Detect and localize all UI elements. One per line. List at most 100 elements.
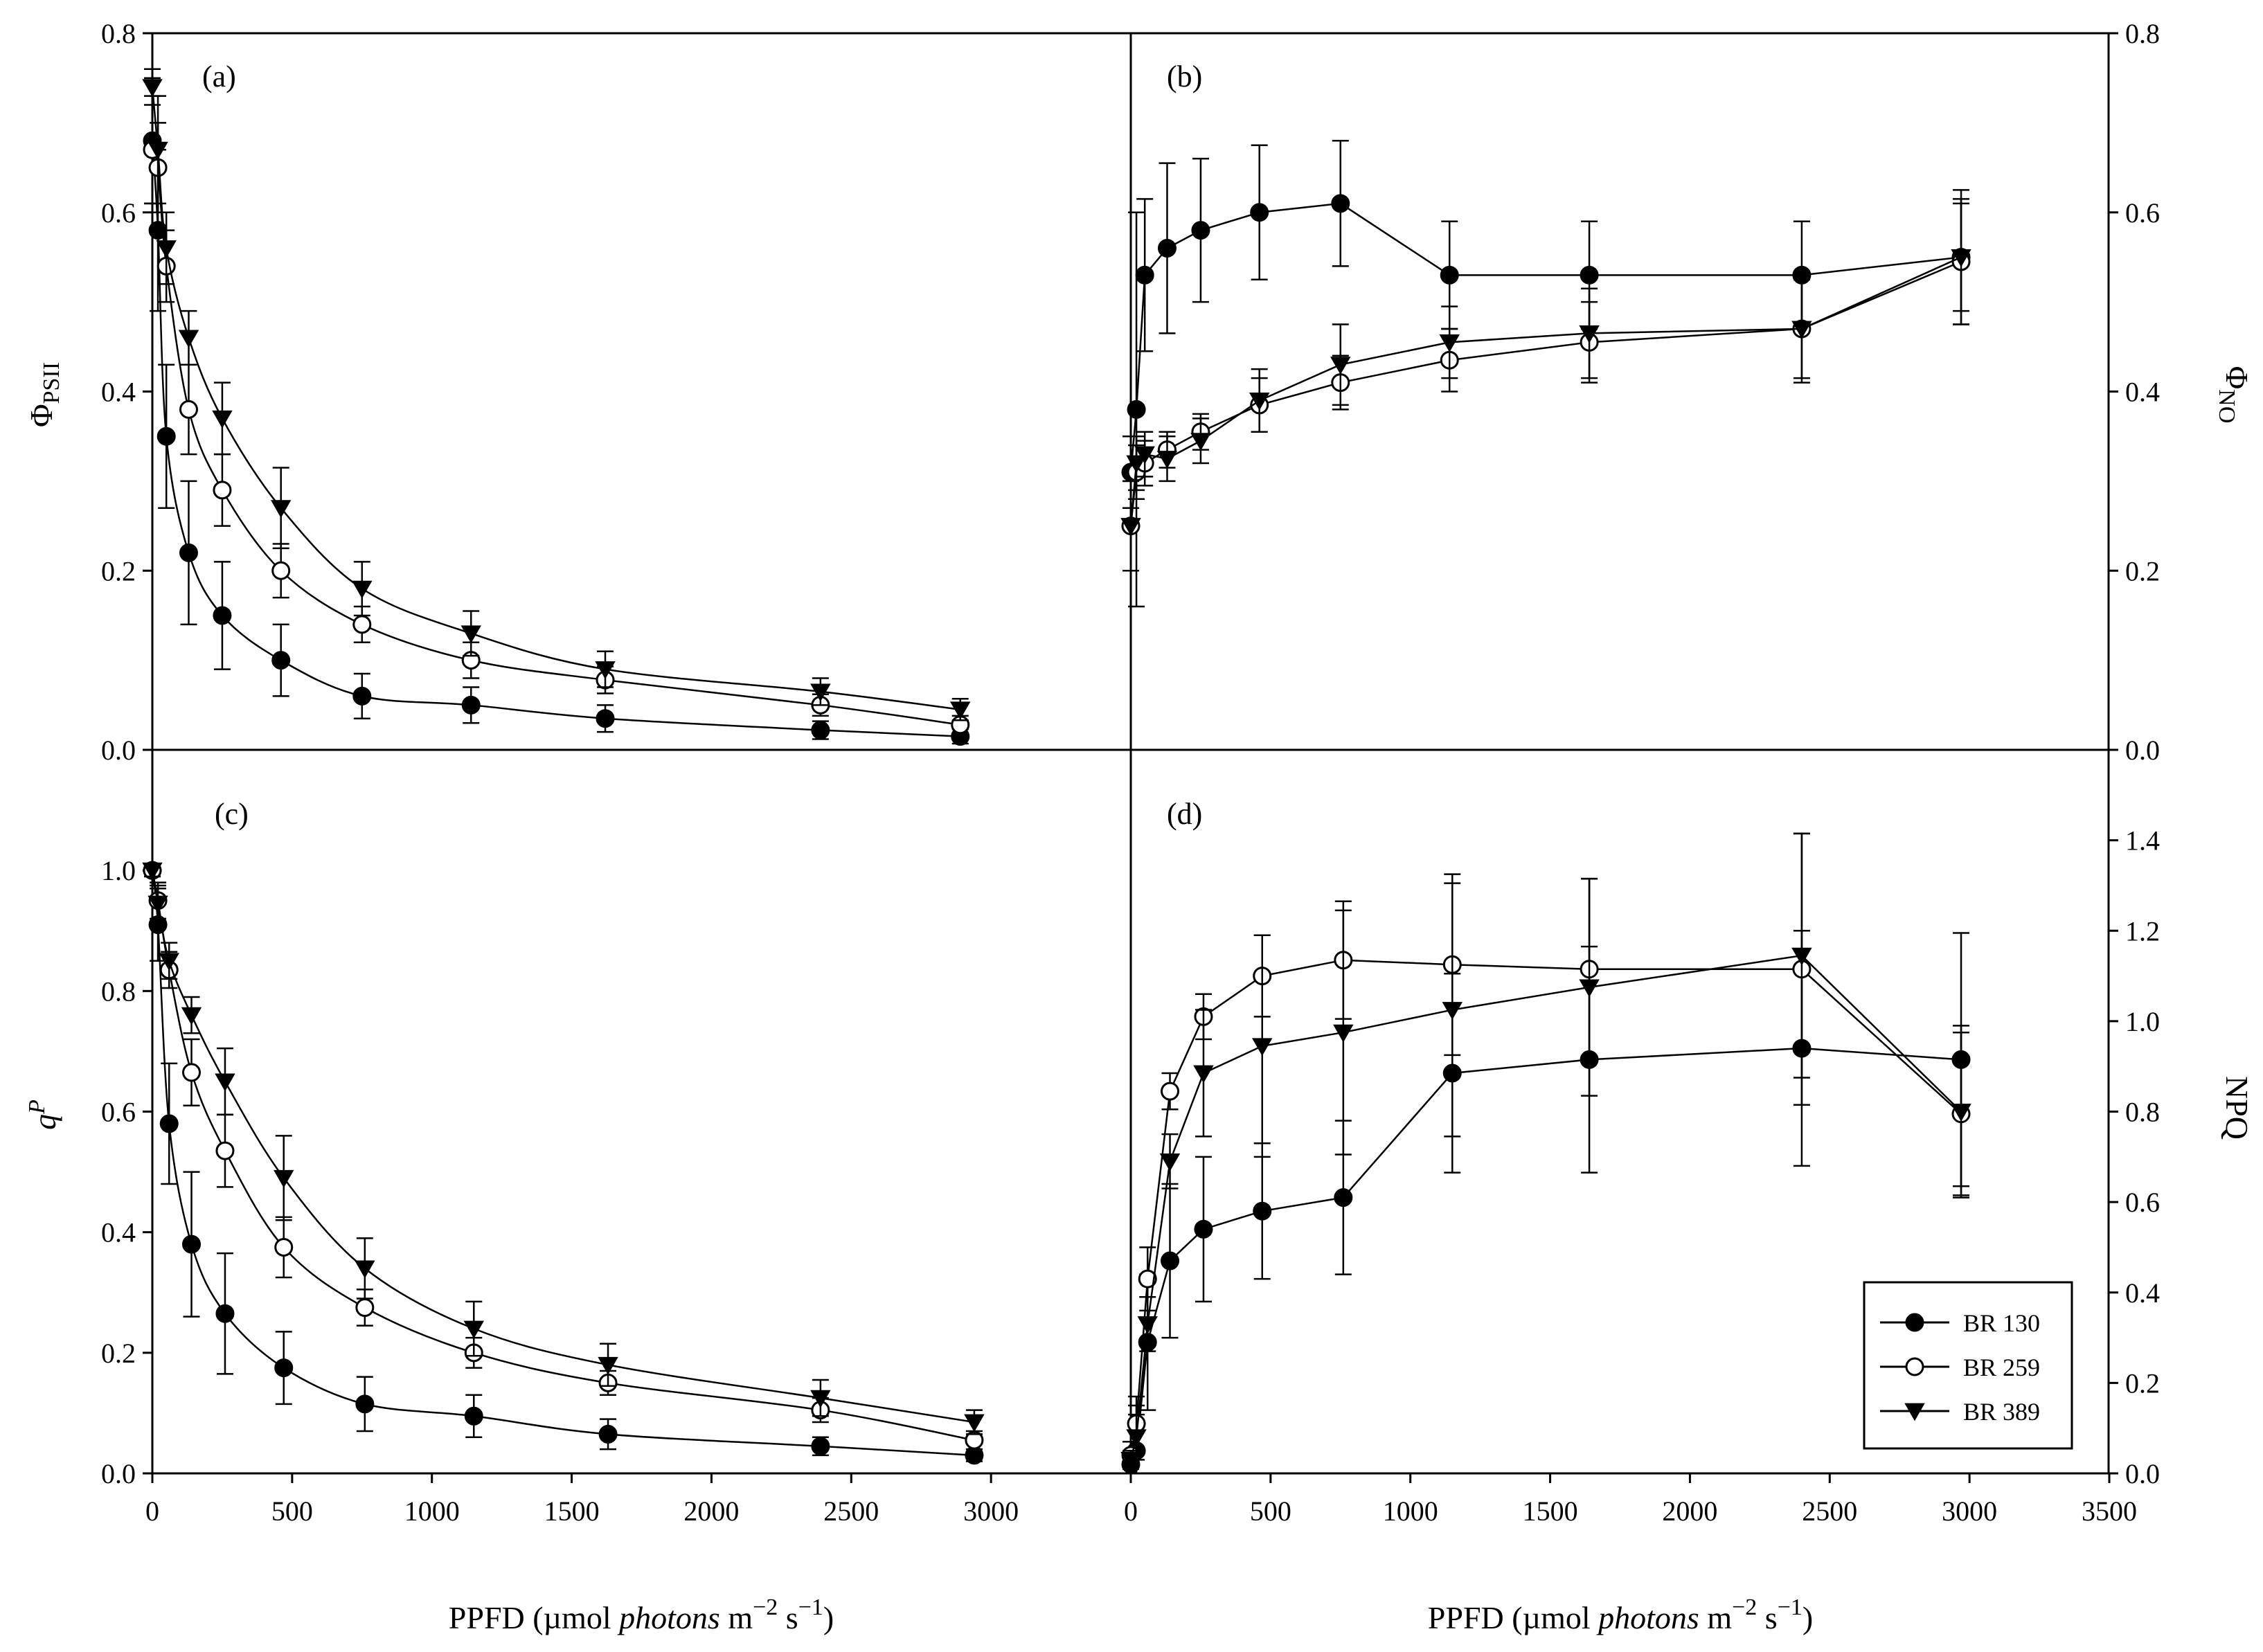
data-point-2-2-9 [810,1390,831,1408]
plot-layer [142,68,1971,1475]
data-point-3-2-9 [1791,947,1812,966]
data-point-0-0-3 [179,543,198,562]
series-1-1 [1121,198,1971,572]
series-0-0 [143,77,970,746]
data-point-2-2-4 [215,1073,235,1092]
data-point-3-2-5 [1252,1038,1273,1057]
data-point-2-1-5 [274,1237,294,1257]
data-point-2-0-9 [811,1437,830,1456]
data-point-2-1-3 [182,1063,202,1082]
data-point-0-0-2 [156,427,176,446]
x-tick-label-3-6: 3000 [1942,1496,1997,1527]
panel-label-a: (a) [202,60,236,93]
y-tick-label-3-6: 1.2 [2125,915,2160,946]
panel-frame-left [151,32,1132,1475]
series-3-1 [1121,832,1971,1470]
x-tick-label-2-0: 0 [145,1496,159,1527]
x-tick-label-3-2: 1000 [1383,1496,1438,1527]
data-point-2-2-10 [964,1414,985,1433]
series-line-2-2 [151,870,975,1424]
data-point-2-2-3 [181,1007,202,1025]
series-1-2 [1120,202,1971,572]
data-point-3-2-8 [1579,979,1600,998]
data-point-1-0-5 [1250,203,1269,222]
data-point-2-2-0 [142,862,163,881]
x-tick-label-2-3: 1500 [544,1496,600,1527]
data-point-2-0-3 [182,1234,202,1254]
data-point-1-2-4 [1190,433,1211,451]
y-tick-label-2-2: 0.4 [101,1217,136,1248]
data-point-2-0-4 [215,1304,235,1323]
legend-label-2: BR 389 [1963,1398,2040,1426]
y-tick-label-3-0: 0.0 [2125,1458,2160,1489]
data-point-1-2-3 [1156,451,1178,469]
data-point-0-0-8 [596,709,615,728]
data-point-0-2-6 [352,580,373,599]
panel-label-b: (b) [1167,60,1202,93]
data-point-3-1-3 [1161,1081,1180,1101]
series-0-1 [143,95,970,735]
data-point-3-2-6 [1333,1024,1354,1043]
data-point-1-2-1 [1126,455,1147,474]
data-point-0-1-4 [213,481,232,500]
y-axis-title-c: qP [24,1099,62,1130]
x-tick-label-2-1: 500 [271,1496,313,1527]
data-point-3-1-2 [1138,1269,1157,1289]
data-point-1-2-5 [1249,393,1270,411]
x-tick-label-2-6: 3000 [963,1496,1019,1527]
data-point-0-2-1 [147,141,168,160]
x-tick-label-3-5: 2500 [1802,1496,1857,1527]
y-tick-label-2-3: 0.6 [101,1097,136,1128]
y-tick-label-2-4: 0.8 [101,976,136,1007]
y-tick-label-2-0: 0.0 [101,1458,136,1489]
legend-marker-0 [1905,1313,1924,1332]
panel-frame-right [1129,32,2110,1475]
series-line-0-1 [151,149,960,726]
x-tick-label-3-7: 3500 [2082,1496,2137,1527]
y-tick-label-3-3: 0.6 [2125,1187,2160,1218]
y-tick-label-1-3: 0.6 [2125,197,2160,228]
legend-marker-1 [1905,1357,1924,1376]
data-point-2-2-7 [463,1320,484,1339]
legend-label-0: BR 130 [1963,1309,2040,1337]
data-point-1-2-10 [1951,249,1971,267]
y-tick-label-3-5: 1.0 [2125,1006,2160,1037]
data-point-2-2-2 [159,953,179,971]
y-axis-title-d: NPQ [2219,1076,2255,1140]
x-tick-label-3-4: 2000 [1662,1496,1717,1527]
data-point-3-2-4 [1193,1065,1214,1084]
x-axis-title-left: PPFD (µmol photons m−2 s−1) [449,1595,834,1635]
x-tick-label-2-5: 2500 [823,1496,879,1527]
data-point-1-2-9 [1791,321,1812,339]
data-point-0-1-5 [271,561,291,580]
data-point-3-2-10 [1951,1104,1971,1122]
legend-box [1863,1281,2073,1450]
y-tick-label-2-1: 0.2 [101,1338,136,1369]
data-point-2-0-6 [355,1394,375,1414]
data-point-2-0-2 [159,1114,179,1133]
y-tick-label-0-0: 0.0 [101,735,136,766]
data-point-1-2-8 [1579,325,1600,343]
data-point-0-2-5 [270,500,292,519]
series-0-2 [142,68,971,721]
legend-label-1: BR 259 [1963,1354,2040,1381]
data-point-2-2-6 [355,1260,375,1279]
data-point-0-0-7 [461,695,481,715]
data-point-2-1-4 [215,1141,235,1160]
data-point-0-2-4 [212,410,233,429]
data-point-1-2-0 [1120,518,1141,536]
data-point-0-2-8 [595,661,616,679]
x-axis-title-right: PPFD (µmol photons m−2 s−1) [1428,1595,1813,1635]
data-point-1-0-4 [1191,221,1210,240]
data-point-3-2-7 [1442,1002,1463,1020]
data-point-3-2-1 [1126,1429,1147,1448]
data-point-1-2-2 [1134,446,1155,465]
y-tick-label-1-4: 0.8 [2125,18,2160,49]
y-tick-label-0-4: 0.8 [101,18,136,49]
data-point-0-2-9 [810,683,831,702]
y-tick-label-1-2: 0.4 [2125,377,2160,408]
data-point-0-2-0 [142,79,163,97]
data-point-1-0-7 [1440,265,1459,285]
ticks-layer: 0.0 0.2 0.4 0.6 0.8 0.0 0.2 0.4 0.6 0.8 0.0 0.2 0.4 0… [101,18,2160,1527]
